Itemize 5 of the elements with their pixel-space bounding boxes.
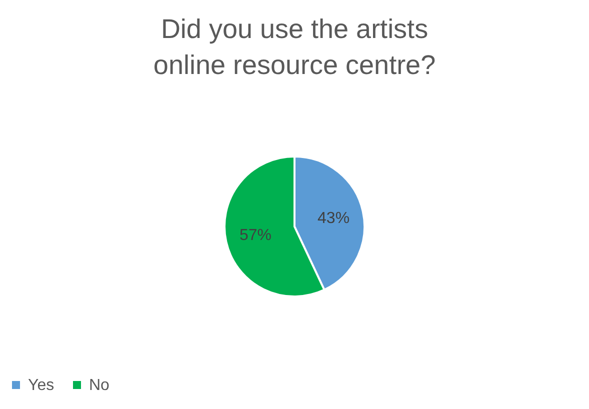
data-label: 43% — [318, 210, 350, 227]
legend-label: Yes — [28, 377, 54, 394]
chart-title: Did you use the artists online resource centre? — [153, 14, 436, 80]
legend-label: No — [89, 377, 110, 394]
data-label: 57% — [239, 227, 272, 244]
